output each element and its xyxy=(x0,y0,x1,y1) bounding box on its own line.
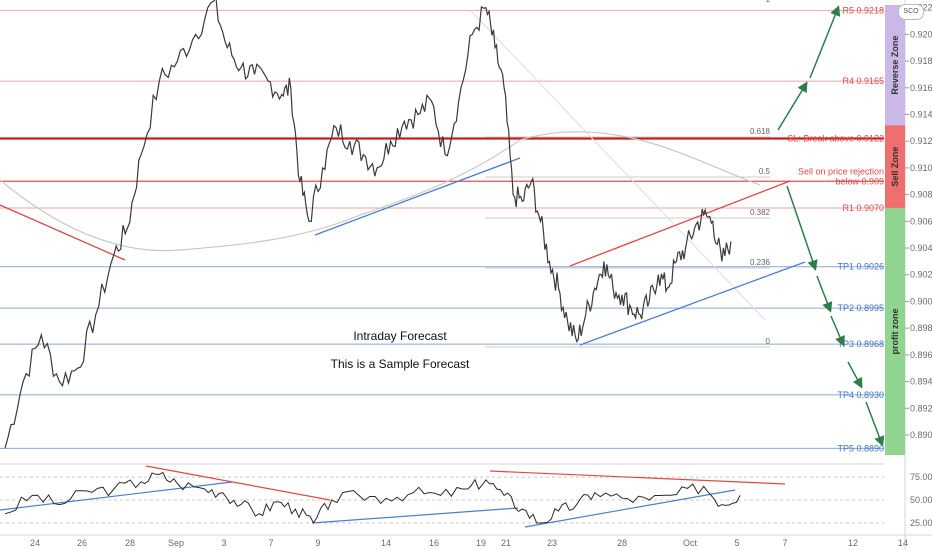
trendline-blue-1 xyxy=(314,157,521,236)
time-axis-label: 9 xyxy=(315,538,320,548)
time-axis-label: 14 xyxy=(381,538,391,548)
time-axis-label: 26 xyxy=(77,538,87,548)
price-axis-label: 0.89200 xyxy=(910,403,932,413)
level-label: R1 0.9070 xyxy=(842,203,884,213)
caption-title: Intraday Forecast xyxy=(353,329,447,343)
level-label: TP1 0.9026 xyxy=(837,262,884,272)
price-axis-label: 0.91200 xyxy=(910,136,932,146)
level-label: TP5 0.8890 xyxy=(837,443,884,453)
level-label: below 0.909 xyxy=(835,176,884,186)
price-axis-label: 0.91000 xyxy=(910,163,932,173)
zone-bar xyxy=(885,5,905,126)
forecast-arrow-down-1 xyxy=(786,185,818,271)
time-axis-label: Sep xyxy=(168,538,184,548)
time-axis-label: 21 xyxy=(501,538,511,548)
price-axis-label: 0.89800 xyxy=(910,323,932,333)
moving-average-line xyxy=(0,131,761,252)
price-axis-label: 0.91600 xyxy=(910,83,932,93)
osc-trendline-blue-3 xyxy=(524,489,736,528)
price-axis-label: 0.90000 xyxy=(910,296,932,306)
level-label: TP2 0.8995 xyxy=(837,303,884,313)
time-axis-label: 16 xyxy=(429,538,439,548)
channel-lower-line xyxy=(579,261,806,346)
time-axis-label: 23 xyxy=(547,538,557,548)
oscillator-axis-label: 75.00 xyxy=(910,472,932,482)
fib-label: 0.382 xyxy=(750,208,771,217)
fib-label: 0.236 xyxy=(750,258,771,267)
oscillator-axis-label: 25.00 xyxy=(910,518,932,528)
caption-subtitle: This is a Sample Forecast xyxy=(331,357,470,371)
fib-labels: 1 0.618 0.5 0.382 0.236 0 xyxy=(485,0,771,348)
fib-label: 1 xyxy=(766,0,771,4)
zone-bar xyxy=(885,207,905,455)
osc-trendline-red-2 xyxy=(489,470,786,485)
time-axis-label: Oct xyxy=(683,538,698,548)
price-axis-label: 0.91400 xyxy=(910,109,932,119)
oscillator-axis-label: 50.00 xyxy=(910,495,932,505)
time-axis-label: 12 xyxy=(848,538,858,548)
forecast-arrow-up-2 xyxy=(809,5,841,79)
osc-trendline-red-1 xyxy=(145,465,331,501)
fib-diagonal xyxy=(469,9,766,321)
time-axis: 24 26 28 Sep 3 7 9 14 16 19 21 23 28 Oct 5 7 12 14 xyxy=(30,538,908,548)
oscillator-line xyxy=(4,471,741,524)
channel-upper-line xyxy=(569,180,791,267)
trendline-red-1 xyxy=(0,204,126,261)
time-axis-label: 7 xyxy=(782,538,787,548)
level-lines: R5 0.9218 R4 0.9165 SL: Break above 0.9122… xyxy=(0,5,884,453)
level-label: R5 0.9218 xyxy=(842,5,884,15)
level-label: R4 0.9165 xyxy=(842,76,884,86)
time-axis-label: 5 xyxy=(734,538,739,548)
price-axis: 0.922000.920000.918000.916000.914000.912… xyxy=(905,3,932,440)
fib-label: 0 xyxy=(766,337,771,346)
forecast-arrow-down-5 xyxy=(865,401,885,447)
forecast-arrow-down-2 xyxy=(816,275,833,313)
oscillator-pane xyxy=(0,465,884,535)
logo-badge: SCO xyxy=(898,4,924,20)
fib-label: 0.618 xyxy=(750,127,771,136)
price-axis-label: 0.89600 xyxy=(910,350,932,360)
zone-label: profit zone xyxy=(890,308,900,354)
zone-label: Reverse Zone xyxy=(890,36,900,95)
price-axis-label: 0.90400 xyxy=(910,243,932,253)
level-label: Sell on price rejection xyxy=(798,166,884,176)
zone-bar xyxy=(885,125,905,208)
zone-bars: Reverse Zone Sell Zone profit zone xyxy=(885,5,905,455)
time-axis-label: 14 xyxy=(898,538,908,548)
level-label: TP3 0.8968 xyxy=(837,339,884,349)
forecast-arrow-down-3 xyxy=(830,315,845,347)
forecast-arrow-down-4 xyxy=(847,361,863,389)
price-axis-label: 0.90600 xyxy=(910,216,932,226)
price-axis-label: 0.90200 xyxy=(910,270,932,280)
price-axis-label: 0.89400 xyxy=(910,377,932,387)
price-axis-label: 0.89000 xyxy=(910,430,932,440)
time-axis-label: 28 xyxy=(125,538,135,548)
price-axis-label: 0.92000 xyxy=(910,29,932,39)
forecast-arrows xyxy=(777,5,885,447)
time-axis-label: 3 xyxy=(221,538,226,548)
time-axis-label: 7 xyxy=(268,538,273,548)
zone-label: Sell Zone xyxy=(890,147,900,187)
price-axis-label: 0.91800 xyxy=(910,56,932,66)
osc-trendline-blue-2 xyxy=(311,507,519,524)
price-axis-label: 0.90800 xyxy=(910,190,932,200)
price-pane xyxy=(0,0,884,463)
fib-label: 0.5 xyxy=(759,167,771,176)
price-series-line xyxy=(4,0,732,449)
time-axis-label: 19 xyxy=(476,538,486,548)
oscillator-axis: 75.00 50.00 25.00 xyxy=(910,472,932,528)
time-axis-label: 24 xyxy=(30,538,40,548)
time-axis-label: 28 xyxy=(617,538,627,548)
forecast-arrow-up-1 xyxy=(777,81,808,131)
level-label: TP4 0.8930 xyxy=(837,390,884,400)
level-label: SL: Break above 0.9122 xyxy=(787,134,884,144)
